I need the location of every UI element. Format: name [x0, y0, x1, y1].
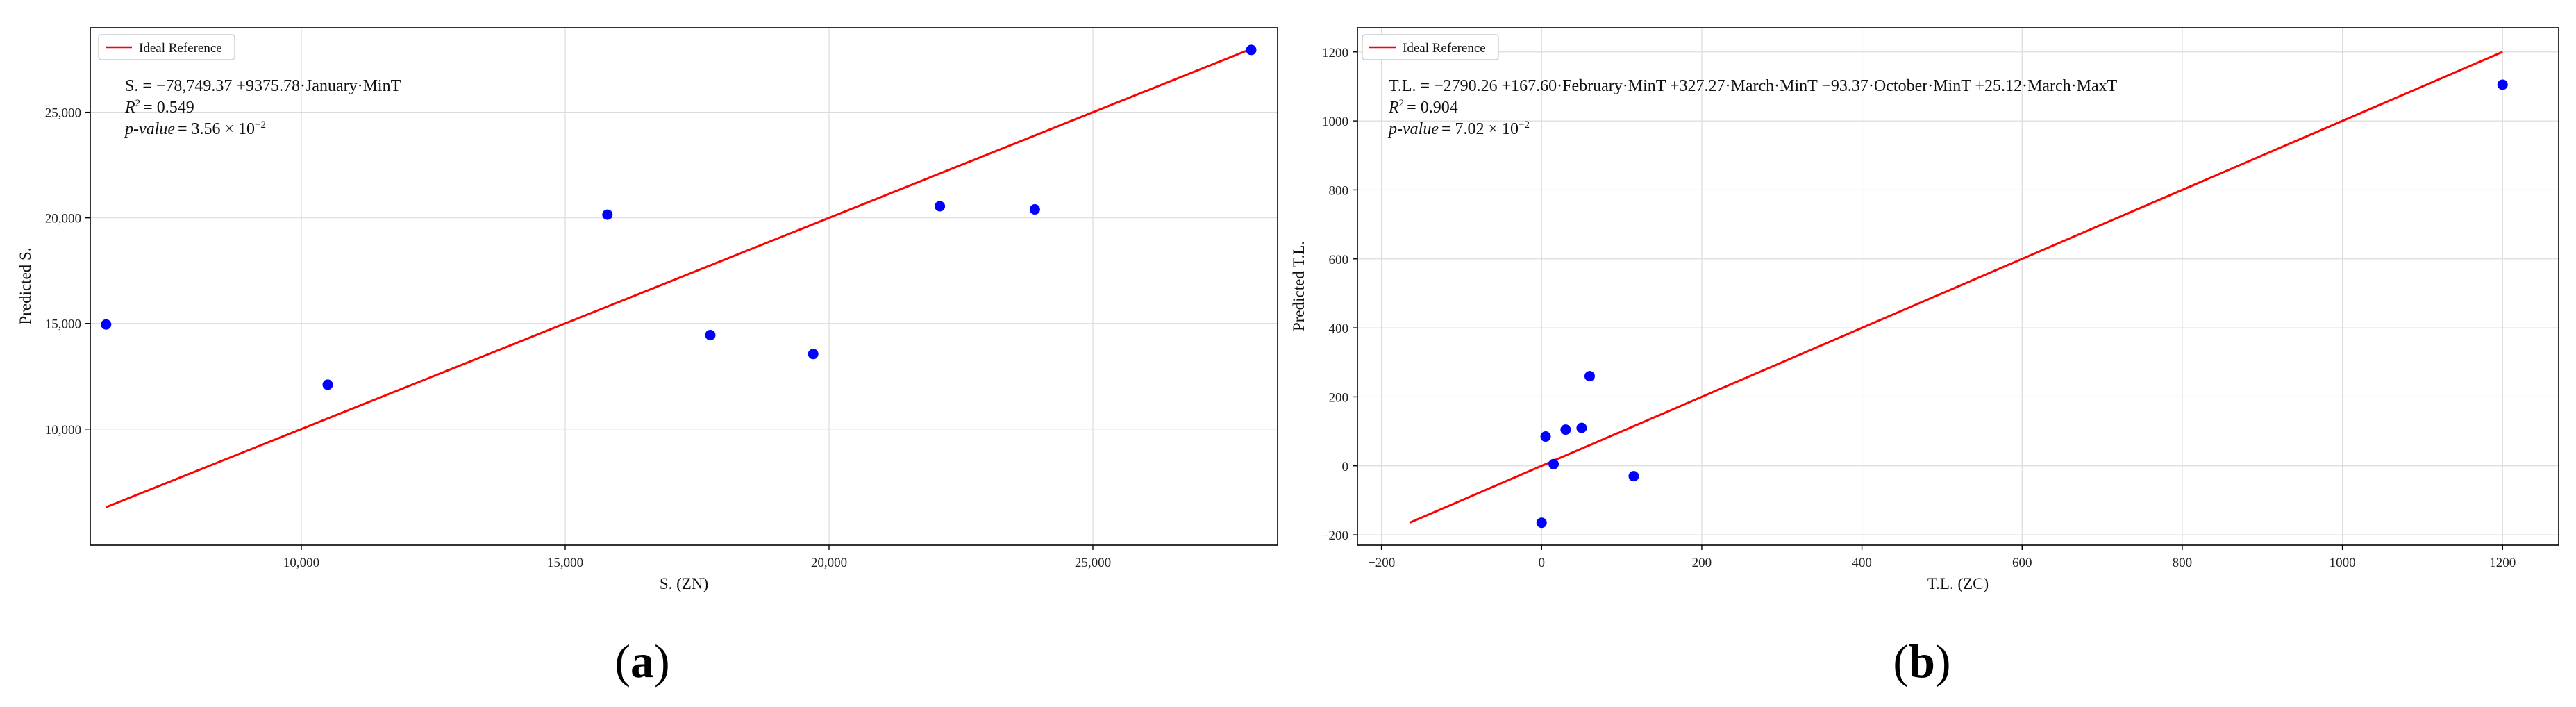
panel-b-xtick-label: −200 — [1368, 556, 1395, 570]
panel-b-ylabel: Predicted T.L. — [1290, 241, 1307, 331]
panel-b-ytick-label: −200 — [1321, 529, 1348, 543]
panel-b-xlabel: T.L. (ZC) — [1927, 575, 1989, 592]
panel-b-data-point — [1548, 458, 1559, 469]
panel-a-annotation: S. = −78,749.37 +9375.78·January·MinT R2… — [124, 77, 401, 138]
panel-a-ytick-label: 15,000 — [45, 317, 81, 332]
panel-b-data-point — [1560, 424, 1571, 435]
panel-a-legend: Ideal Reference — [98, 34, 235, 60]
panel-b-ytick-label: 400 — [1329, 322, 1349, 336]
panel-b-ytick-label: 1200 — [1322, 46, 1348, 60]
panel-a-xtick-label: 25,000 — [1075, 556, 1111, 570]
panel-a-data-point — [808, 349, 819, 360]
panel-b-ytick-label: 0 — [1342, 460, 1349, 474]
panel-a-data-point — [322, 379, 333, 390]
panel-b-xtick-label: 200 — [1692, 556, 1712, 570]
panel-b-equation: T.L. = −2790.26 +167.60·February·MinT +3… — [1389, 77, 2118, 95]
panel-b-ticks: −200 0 200 400 600 800 1000 1200 −200 0 200 400 600 8… — [1321, 46, 2516, 570]
panel-a-pvalue: p-value = 3.56 × 10−2 — [124, 119, 266, 138]
panel-b-marks — [1409, 51, 2508, 529]
panel-b-legend-box — [1362, 34, 1499, 60]
panel-a-ytick-label: 20,000 — [45, 212, 81, 226]
panel-b-xtick-label: 400 — [1852, 556, 1872, 570]
panel-a-plot-frame — [90, 27, 1278, 546]
panel-a-label: (a) — [614, 635, 669, 688]
panel-a-data-point — [101, 319, 112, 330]
panel-a-ytick-label: 10,000 — [45, 423, 81, 438]
panel-a-xtick-label: 15,000 — [547, 556, 583, 570]
panel-b-reference-line — [1409, 51, 2503, 524]
panel-b-data-point — [1584, 371, 1595, 382]
panel-a-data-point — [1029, 204, 1040, 215]
panel-b-pvalue: p-value = 7.02 × 10−2 — [1387, 119, 1530, 138]
panel-b-annotation: T.L. = −2790.26 +167.60·February·MinT +3… — [1387, 77, 2118, 138]
panel-b-data-point — [1628, 471, 1639, 482]
panel-a-xtick-label: 20,000 — [811, 556, 847, 570]
panel-b-data-point — [1536, 517, 1547, 529]
panel-a-legend-label: Ideal Reference — [139, 41, 222, 56]
panel-a-ytick-label: 25,000 — [45, 106, 81, 121]
panel-b-data-point — [1576, 422, 1587, 433]
panel-a-ylabel: Predicted S. — [17, 247, 34, 324]
panel-a-ticks: 10,000 15,000 20,000 25,000 10,000 15,000 20,0… — [45, 106, 1111, 570]
panel-b-xtick-label: 1000 — [2330, 556, 2356, 570]
panel-b-xtick-label: 600 — [2012, 556, 2032, 570]
panel-b: −200 0 200 400 600 800 1000 1200 −200 0 200 400 600 8… — [1290, 27, 2559, 688]
panel-a-data-point — [935, 201, 946, 212]
panel-a: 10,000 15,000 20,000 25,000 10,000 15,000 20,0… — [17, 27, 1278, 688]
panel-a-data-point — [602, 209, 613, 220]
panel-b-ytick-label: 600 — [1329, 253, 1349, 267]
panel-a-equation: S. = −78,749.37 +9375.78·January·MinT — [125, 77, 401, 95]
panel-a-r2: R2 = 0.549 — [124, 98, 194, 117]
panel-b-label: (b) — [1893, 635, 1950, 688]
panel-a-grid — [90, 28, 1278, 545]
panel-a-reference-line — [106, 48, 1252, 508]
panel-b-xtick-label: 0 — [1539, 556, 1546, 570]
panel-b-ytick-label: 1000 — [1322, 115, 1348, 129]
panel-b-legend: Ideal Reference — [1362, 34, 1499, 60]
panel-b-xtick-label: 1200 — [2489, 556, 2516, 570]
panel-b-xtick-label: 800 — [2173, 556, 2193, 570]
panel-a-legend-box — [98, 34, 235, 60]
panel-b-r2: R2 = 0.904 — [1388, 98, 1458, 117]
panel-a-xtick-label: 10,000 — [283, 556, 319, 570]
panel-a-data-point — [705, 329, 716, 340]
panel-b-data-point — [2497, 79, 2508, 90]
panel-b-plot-frame — [1357, 27, 2559, 546]
panel-a-xlabel: S. (ZN) — [660, 575, 708, 592]
panel-b-grid — [1357, 28, 2559, 545]
panel-b-ytick-label: 800 — [1329, 183, 1349, 198]
panel-b-legend-label: Ideal Reference — [1403, 41, 1486, 56]
panel-b-data-point — [1540, 431, 1551, 442]
panel-b-ytick-label: 200 — [1329, 390, 1349, 405]
panel-a-data-point — [1246, 44, 1257, 56]
panel-a-marks — [101, 44, 1257, 508]
